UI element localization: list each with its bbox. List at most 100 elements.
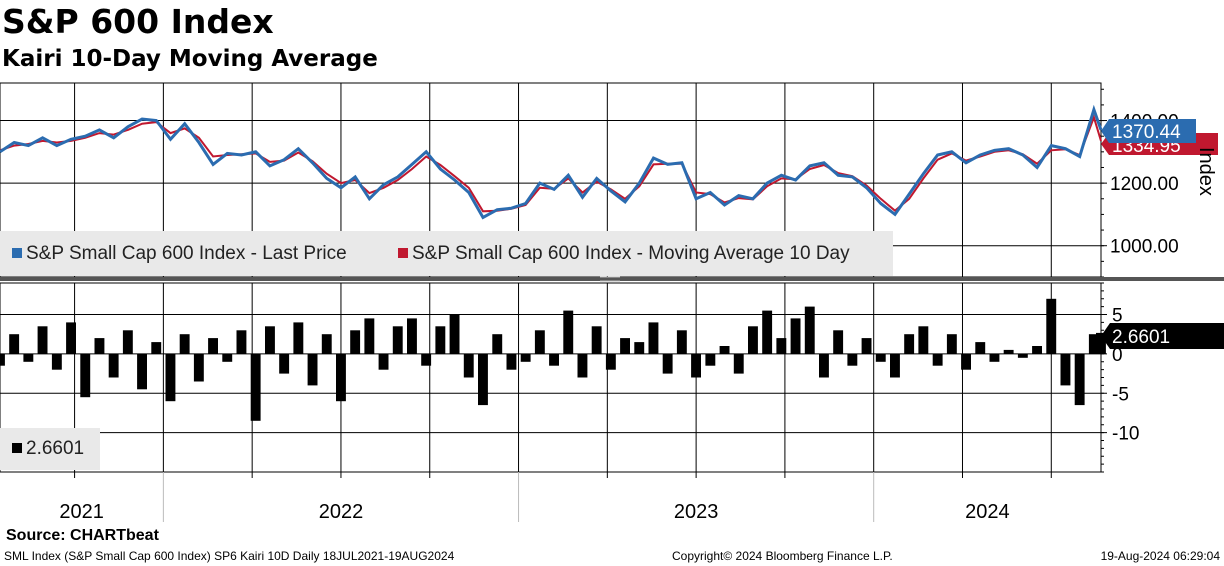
price-value-tag: 1370.44 (1101, 119, 1196, 143)
kairi-bar (549, 353, 559, 366)
legend-swatch-red (398, 248, 408, 258)
kairi-bar (421, 353, 432, 366)
bottom-grid (0, 283, 1101, 472)
kairi-bar (407, 318, 417, 354)
kairi-bar (776, 338, 787, 354)
chart-title: S&P 600 Index (2, 2, 274, 41)
kairi-bar (762, 310, 773, 354)
kairi-bar (66, 322, 76, 354)
kairi-bar (321, 334, 332, 354)
kairi-bar (790, 318, 801, 354)
legend-label-last-price: S&P Small Cap 600 Index - Last Price (26, 243, 347, 264)
kairi-bar (591, 326, 602, 354)
bottom-panel-frame (0, 282, 1102, 473)
kairi-bar (236, 330, 247, 354)
kairi-bar (350, 330, 361, 354)
top-y-axis-label: Index (1195, 147, 1217, 196)
kairi-bar (1096, 332, 1106, 354)
kairi-bar (875, 353, 886, 362)
kairi-bar (1017, 353, 1028, 358)
kairi-bar (250, 353, 261, 421)
kairi-bar (975, 342, 986, 354)
kairi-bar (733, 353, 744, 374)
kairi-bar (222, 353, 233, 362)
legend-swatch-black (12, 443, 22, 453)
kairi-bar (1032, 346, 1042, 354)
last-price-line (0, 104, 1103, 220)
kairi-bar (122, 330, 133, 354)
kairi-bar (307, 353, 318, 386)
price-tag-shape (1101, 119, 1196, 143)
chart-subtitle: Kairi 10-Day Moving Average (2, 46, 378, 72)
kairi-bar (463, 353, 474, 378)
legend-item-moving-average[interactable]: S&P Small Cap 600 Index - Moving Average… (398, 243, 850, 265)
kairi-bar (151, 342, 162, 354)
legend-label-moving-average: S&P Small Cap 600 Index - Moving Average… (412, 243, 850, 264)
bottom-y-tick-label: 5 (1112, 306, 1123, 327)
source-label: Source: CHARTbeat (6, 527, 159, 544)
kairi-bar (506, 353, 517, 370)
kairi-bar (435, 326, 446, 354)
kairi-bar (80, 353, 91, 398)
kairi-bar (932, 353, 943, 366)
kairi-bar (392, 326, 403, 354)
footer-copyright: Copyright© 2024 Bloomberg Finance L.P. (672, 549, 893, 563)
kairi-bar (364, 318, 375, 354)
kairi-bar (961, 353, 971, 370)
kairi-bar (1074, 353, 1085, 406)
x-year-label: 2021 (59, 501, 104, 523)
kairi-bar (1088, 334, 1099, 354)
kairi-bar (676, 330, 687, 354)
kairi-bar (23, 353, 34, 362)
kairi-bar (1060, 353, 1071, 386)
kairi-bar (293, 322, 304, 354)
kairi-bar (37, 326, 48, 354)
legend-item-last-price[interactable]: S&P Small Cap 600 Index - Last Price (12, 243, 347, 265)
bottom-y-tick-label: -10 (1112, 424, 1139, 445)
kairi-bar (748, 326, 758, 354)
kairi-bar (904, 334, 915, 354)
kairi-bar (9, 334, 20, 354)
kairi-bar (1046, 298, 1057, 354)
kairi-bar (719, 346, 730, 354)
kairi-bar (193, 353, 204, 382)
x-year-label: 2024 (965, 501, 1010, 523)
price-tag-text: 1370.44 (1112, 122, 1181, 143)
kairi-bar (662, 353, 673, 374)
kairi-bar (946, 334, 957, 354)
kairi-bar (0, 353, 5, 366)
legend-swatch-blue (12, 248, 22, 258)
footer-security-info: SML Index (S&P Small Cap 600 Index) SP6 … (4, 549, 455, 563)
kairi-bar (847, 353, 858, 366)
kairi-bar (705, 353, 716, 366)
kairi-bar (478, 353, 488, 406)
kairi-bar (691, 353, 701, 378)
kairi-bar (620, 338, 630, 354)
kairi-bar (137, 353, 147, 390)
bottom-y-tick-label: -5 (1112, 384, 1129, 405)
kairi-bar (534, 330, 545, 354)
kairi-bar (378, 353, 389, 370)
panel-splitter-grip[interactable] (600, 276, 620, 282)
kairi-bar (520, 353, 531, 362)
bottom-y-ticks: 5 0 -5 -10 (1101, 282, 1139, 473)
kairi-bar (51, 353, 62, 370)
kairi-bar (208, 338, 218, 354)
kairi-value-tag: 2.6601 (1101, 323, 1224, 349)
footer-timestamp: 19-Aug-2024 06:29:04 (1100, 549, 1220, 563)
bottom-y-tick-label: 0 (1112, 345, 1123, 366)
x-year-label: 2023 (674, 501, 719, 523)
kairi-bar (861, 338, 872, 354)
kairi-bar (804, 306, 815, 354)
kairi-bar (833, 330, 844, 354)
top-y-tick-label: 1200.00 (1110, 174, 1179, 195)
kairi-bar (989, 353, 1000, 362)
x-year-label: 2022 (319, 501, 364, 523)
kairi-bar (179, 334, 190, 354)
kairi-bar (94, 338, 105, 354)
legend-item-kairi[interactable]: 2.6601 (12, 438, 84, 460)
kairi-tag-shape (1101, 323, 1224, 349)
kairi-bar (165, 353, 176, 402)
